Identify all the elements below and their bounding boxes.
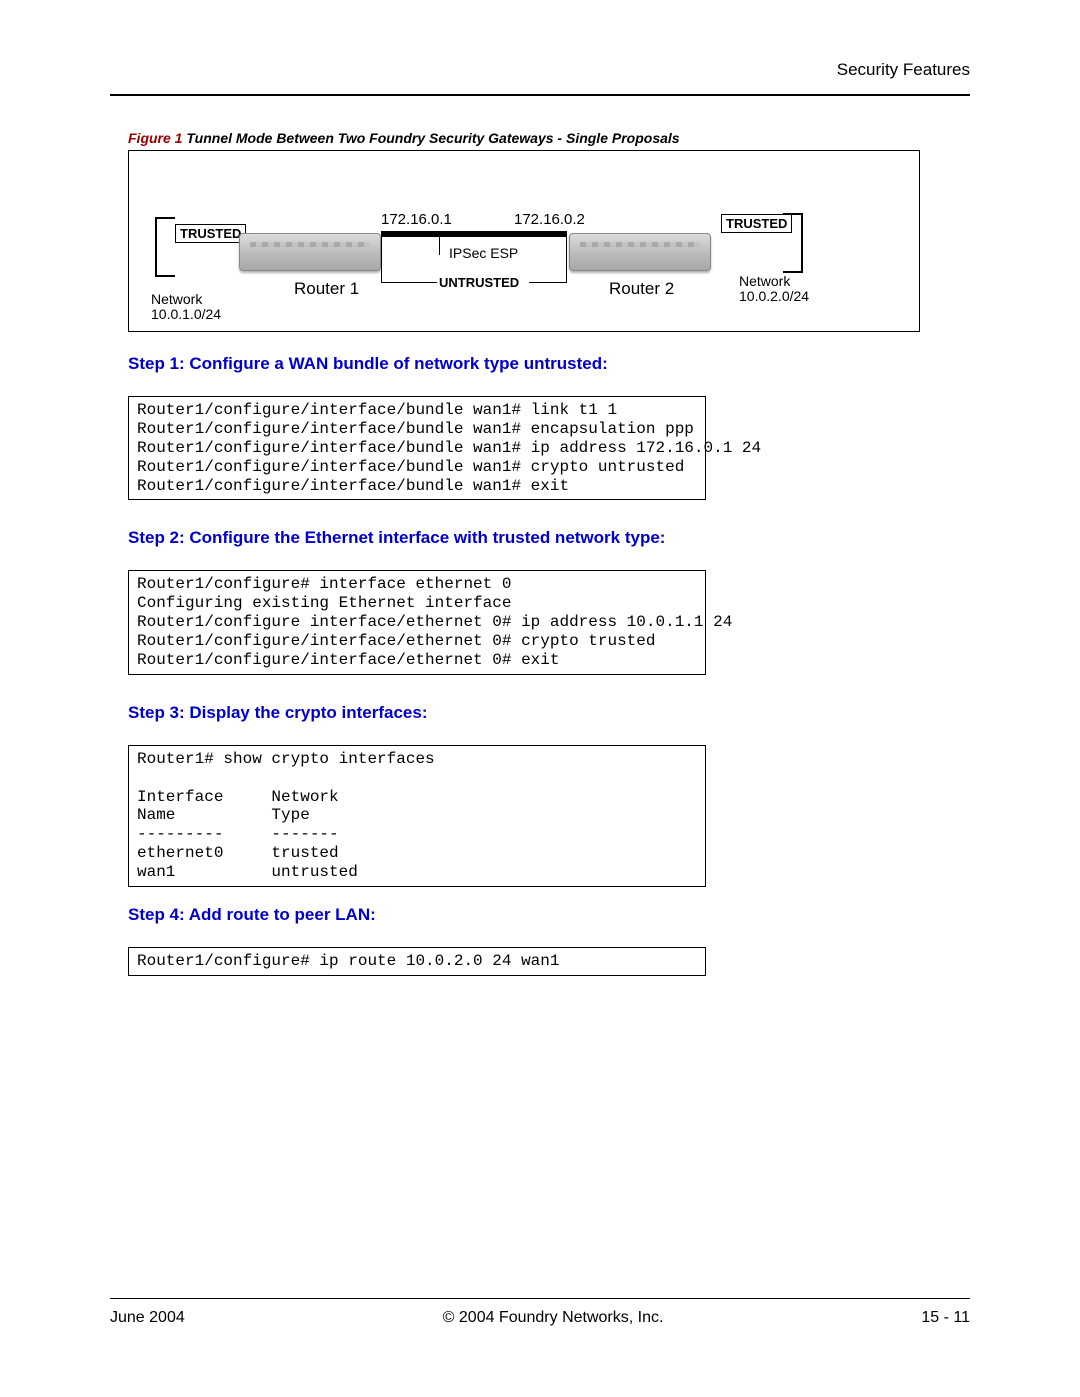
bracket-line: [155, 217, 157, 277]
label-network-left: Network: [151, 291, 202, 307]
figure-caption-text: Tunnel Mode Between Two Foundry Security…: [182, 130, 679, 146]
bracket-line: [801, 213, 803, 273]
figure-id: Figure 1: [128, 130, 182, 146]
bracket-line: [381, 237, 382, 283]
step-heading: Step 3: Display the crypto interfaces:: [128, 703, 970, 723]
footer-date: June 2004: [110, 1309, 185, 1327]
bracket-line: [381, 282, 437, 283]
label-trusted-right: TRUSTED: [721, 214, 792, 233]
footer-copyright: © 2004 Foundry Networks, Inc.: [443, 1309, 664, 1327]
page-footer: June 2004 © 2004 Foundry Networks, Inc. …: [110, 1298, 970, 1327]
bracket-line: [155, 275, 175, 277]
step-heading: Step 4: Add route to peer LAN:: [128, 905, 970, 925]
page-header: Security Features: [110, 50, 970, 96]
code-block: Router1/configure# ip route 10.0.2.0 24 …: [128, 947, 706, 976]
code-block: Router1# show crypto interfaces Interfac…: [128, 745, 706, 887]
label-subnet-left: 10.0.1.0/24: [151, 306, 221, 322]
code-block: Router1/configure/interface/bundle wan1#…: [128, 396, 706, 500]
label-ipsec: IPSec ESP: [449, 245, 518, 261]
step-heading: Step 2: Configure the Ethernet interface…: [128, 528, 970, 548]
label-ip-left: 172.16.0.1: [381, 211, 452, 228]
label-trusted-left: TRUSTED: [175, 224, 246, 243]
page-content: Security Features Figure 1 Tunnel Mode B…: [110, 50, 970, 1327]
connector-line: [439, 237, 440, 255]
label-router1: Router 1: [294, 279, 359, 299]
content-area: Figure 1 Tunnel Mode Between Two Foundry…: [110, 130, 970, 976]
network-diagram: 172.16.0.1 172.16.0.2 TRUSTED TRUSTED IP…: [128, 150, 920, 332]
label-network-right: Network: [739, 273, 790, 289]
code-block: Router1/configure# interface ethernet 0 …: [128, 570, 706, 674]
label-router2: Router 2: [609, 279, 674, 299]
label-untrusted: UNTRUSTED: [439, 275, 519, 290]
label-ip-right: 172.16.0.2: [514, 211, 585, 228]
step-heading: Step 1: Configure a WAN bundle of networ…: [128, 354, 970, 374]
ipsec-link: [381, 231, 567, 237]
bracket-line: [155, 217, 175, 219]
header-section-title: Security Features: [837, 60, 970, 79]
router-icon: [569, 233, 711, 271]
bracket-line: [783, 213, 803, 215]
figure-caption: Figure 1 Tunnel Mode Between Two Foundry…: [128, 130, 970, 146]
bracket-line: [566, 237, 567, 283]
bracket-line: [529, 282, 567, 283]
label-subnet-right: 10.0.2.0/24: [739, 288, 809, 304]
router-icon: [239, 233, 381, 271]
footer-page-number: 15 - 11: [921, 1309, 970, 1327]
